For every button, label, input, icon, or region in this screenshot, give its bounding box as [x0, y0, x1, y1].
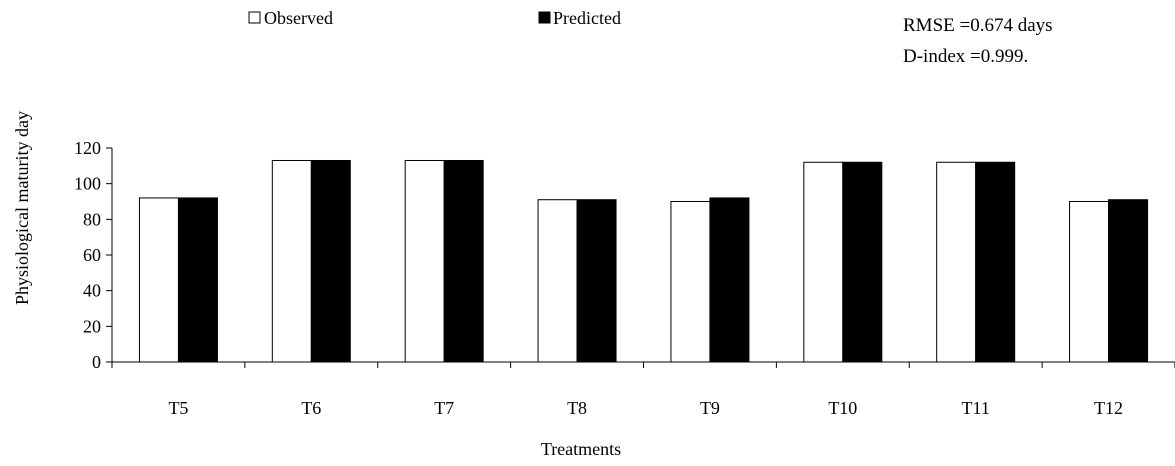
bar-observed-t5 — [138, 197, 179, 363]
bar-predicted-t5 — [177, 197, 218, 363]
x-axis-title: Treatments — [541, 439, 621, 459]
legend-swatch-observed — [248, 11, 261, 24]
x-tick-label: T8 — [567, 398, 587, 418]
plot-area: 0 20 40 60 80 100 120 T5 T6 T7 T8 T9 T10 T11 T12 — [74, 138, 1175, 418]
legend-label-predicted: Predicted — [553, 8, 621, 28]
bar-observed-t7 — [404, 159, 445, 363]
x-tick-label: T11 — [962, 398, 990, 418]
annotation-rmse: RMSE =0.674 days — [903, 15, 1053, 36]
legend: Observed Predicted — [248, 8, 621, 28]
legend-swatch-predicted — [538, 11, 551, 24]
y-tick-label: 40 — [83, 281, 101, 301]
bar-predicted-t12 — [1108, 199, 1149, 363]
bar-predicted-t9 — [709, 197, 750, 363]
bar-predicted-t8 — [576, 199, 617, 363]
bar-observed-t6 — [271, 159, 312, 363]
y-tick-label: 100 — [74, 174, 101, 194]
bar-observed-t9 — [670, 201, 711, 363]
bar-predicted-t6 — [310, 159, 351, 363]
y-tick-label: 60 — [83, 245, 101, 265]
x-tick-label: T5 — [168, 398, 188, 418]
bar-observed-t12 — [1069, 201, 1110, 363]
x-tick-label: T10 — [828, 398, 857, 418]
annotation-d-index: D-index =0.999. — [903, 46, 1028, 67]
y-tick-label: 120 — [74, 138, 101, 158]
bar-predicted-t11 — [975, 161, 1016, 363]
bar-observed-t8 — [537, 199, 578, 363]
bar-observed-t11 — [936, 161, 977, 363]
bar-observed-t10 — [803, 161, 844, 363]
x-tick-label: T7 — [434, 398, 454, 418]
y-tick-label: 80 — [83, 209, 101, 229]
bar-predicted-t10 — [842, 161, 883, 363]
x-tick-label: T12 — [1094, 398, 1123, 418]
legend-label-observed: Observed — [264, 8, 333, 28]
x-tick-label: T9 — [700, 398, 720, 418]
y-tick-label: 0 — [92, 352, 101, 372]
y-axis-title: Physiological maturity day — [12, 111, 32, 305]
x-tick-label: T6 — [301, 398, 321, 418]
bar-predicted-t7 — [443, 159, 484, 363]
y-tick-label: 20 — [83, 316, 101, 336]
